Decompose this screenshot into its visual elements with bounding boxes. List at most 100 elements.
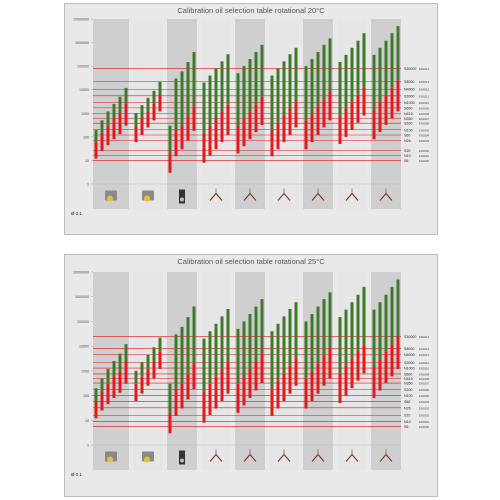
reference-oil-label: S8000 bbox=[404, 80, 414, 84]
cone-plate-icon bbox=[311, 454, 319, 462]
bar-range-high bbox=[174, 78, 178, 130]
bar-range-low bbox=[282, 115, 286, 143]
bar-range-high bbox=[310, 59, 314, 114]
bar-range-high bbox=[168, 383, 172, 413]
reference-oil-code: EN0214 bbox=[419, 67, 430, 71]
bar-range-low bbox=[152, 361, 156, 379]
reference-oil-code: EN0206 bbox=[419, 122, 430, 126]
bar-range-high bbox=[288, 308, 292, 366]
bar-range-low bbox=[100, 391, 104, 411]
bar-range-high bbox=[260, 299, 264, 354]
bar-range-low bbox=[134, 125, 138, 143]
bar-range-high bbox=[174, 334, 178, 389]
bar-range-high bbox=[294, 302, 298, 359]
bar-range-high bbox=[276, 323, 280, 381]
bar-range-low bbox=[390, 87, 394, 119]
bar-range-high bbox=[294, 47, 298, 102]
spindle-icon bbox=[179, 450, 185, 465]
bar-range-high bbox=[208, 75, 212, 126]
bar-range-low bbox=[304, 378, 308, 409]
bar-range-high bbox=[214, 323, 218, 377]
reference-oil-label: N26 bbox=[404, 139, 411, 143]
reference-oil-label: S30000 bbox=[404, 67, 416, 71]
bar-range-low bbox=[214, 118, 218, 150]
reference-oil-label: N10 bbox=[404, 154, 411, 158]
bar-range-low bbox=[276, 380, 280, 409]
y-tick-label: 100000 bbox=[77, 320, 89, 324]
y-tick-label: 1 bbox=[87, 444, 89, 448]
bar-range-low bbox=[260, 353, 264, 384]
cone-plate-icon bbox=[317, 454, 325, 462]
bar-range-high bbox=[270, 331, 274, 389]
reference-oil-label: N415 bbox=[404, 112, 413, 116]
bar-range-low bbox=[220, 111, 224, 143]
reference-oil-label: S20 bbox=[404, 414, 410, 418]
bar-range-high bbox=[390, 33, 394, 88]
bar-range-low bbox=[304, 120, 308, 150]
reference-oil-label: N350 bbox=[404, 117, 413, 121]
bar-range-high bbox=[158, 81, 162, 95]
cone-plate-icon bbox=[277, 454, 285, 462]
bar-range-high bbox=[186, 61, 190, 116]
reference-oil-code: EN0212 bbox=[419, 88, 430, 92]
bar-range-low bbox=[384, 351, 388, 384]
reference-oil-code: EN0214 bbox=[419, 335, 430, 339]
bar-range-low bbox=[202, 391, 206, 423]
chart-title-20c: Calibration oil selection table rotation… bbox=[177, 6, 325, 15]
bar-range-high bbox=[124, 344, 128, 362]
spindle-icon bbox=[180, 458, 184, 463]
bar-range-high bbox=[140, 105, 144, 119]
bar-range-high bbox=[202, 338, 206, 392]
bar-range-low bbox=[242, 118, 246, 147]
chart-panel-20c: Calibration oil selection table rotation… bbox=[64, 3, 438, 235]
bar-range-high bbox=[372, 309, 376, 367]
bar-range-low bbox=[226, 361, 230, 394]
bar-range-high bbox=[254, 51, 258, 105]
cup-icon bbox=[107, 195, 113, 202]
cone-plate-icon bbox=[249, 454, 257, 462]
bar-range-low bbox=[106, 383, 110, 405]
bar-range-low bbox=[362, 87, 366, 116]
bar-range-low bbox=[118, 113, 122, 135]
reference-oil-code: EN0202 bbox=[419, 414, 430, 418]
bar-range-high bbox=[356, 40, 360, 95]
bar-range-high bbox=[344, 309, 348, 366]
bar-range-low bbox=[378, 102, 382, 133]
cup-icon bbox=[144, 195, 150, 202]
reference-oil-code: EN0200 bbox=[419, 159, 430, 163]
bar-range-low bbox=[134, 383, 138, 402]
y-tick-label: 10000000 bbox=[73, 18, 89, 22]
bar-range-high bbox=[356, 294, 360, 351]
bar-range-low bbox=[328, 348, 332, 379]
bar-range-low bbox=[344, 108, 348, 137]
bar-range-low bbox=[316, 363, 320, 394]
bar-range-high bbox=[242, 321, 246, 377]
bar-range-high bbox=[214, 68, 218, 119]
y-tick-label: 1000000 bbox=[75, 295, 89, 299]
bar-range-low bbox=[310, 370, 314, 402]
reference-oil-code: EN0206 bbox=[419, 388, 430, 392]
reference-oil-label: S600 bbox=[404, 106, 412, 110]
reference-oil-label: N415 bbox=[404, 377, 413, 381]
bar-range-low bbox=[288, 108, 292, 135]
bar-range-high bbox=[94, 388, 98, 402]
bar-range-low bbox=[390, 344, 394, 377]
bar-range-high bbox=[350, 302, 354, 359]
bar-range-high bbox=[304, 66, 308, 121]
reference-oil-label: S60 bbox=[404, 400, 410, 404]
bar-range-high bbox=[146, 354, 150, 369]
reference-oil-label: N350 bbox=[404, 382, 413, 386]
reference-oil-label: S20 bbox=[404, 149, 410, 153]
reference-oil-code: EN0212 bbox=[419, 353, 430, 357]
cone-plate-icon bbox=[243, 193, 251, 201]
reference-oil-code: EN0213 bbox=[419, 80, 430, 84]
bar-range-high bbox=[372, 54, 376, 110]
bar-range-high bbox=[112, 103, 116, 119]
bar-range-high bbox=[362, 286, 366, 345]
bar-range-low bbox=[322, 355, 326, 386]
bar-range-high bbox=[152, 90, 156, 104]
y-tick-label: 100000 bbox=[77, 65, 89, 69]
bar-range-low bbox=[112, 118, 116, 140]
bar-range-low bbox=[94, 401, 98, 419]
reference-oil-code: EN0211 bbox=[419, 361, 429, 365]
